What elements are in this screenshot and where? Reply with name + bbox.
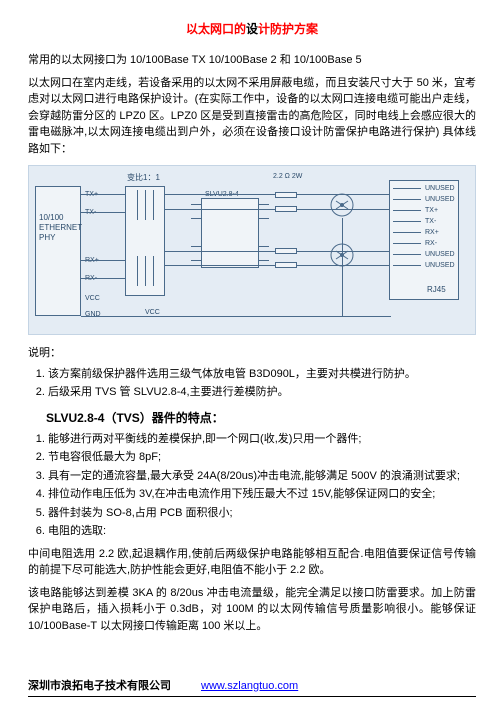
wire [393,254,421,255]
pin-rxp: RX+ [85,256,99,267]
wire [191,246,201,247]
wire [259,218,269,219]
wire [297,194,389,195]
explain-label: 说明： [28,345,476,362]
wire [191,204,201,205]
rj-rxm: RX- [425,239,437,250]
company-link[interactable]: www.szlangtuo.com [201,678,298,695]
wire [342,218,343,316]
wire [165,209,275,210]
title-part-1: 以太网口的 [186,22,246,36]
wire [81,260,125,261]
resistor [275,192,297,198]
wire [81,316,391,317]
rj-unused4: UNUSED [425,261,455,272]
wire [145,190,146,220]
rj-txm: TX- [425,217,436,228]
cap-spec-label: 2.2 Ω 2W [273,172,302,183]
wire [153,190,154,220]
wire [191,260,201,261]
slvu-label: SLVU2.8-4 [205,190,239,201]
wire [259,260,269,261]
wire [165,251,275,252]
wire [393,210,421,211]
rj-txp: TX+ [425,206,438,217]
wire [137,190,138,220]
wire [393,221,421,222]
pin-vcc: VCC [85,294,100,305]
wire [259,246,269,247]
tvs-item: 节电容很低最大为 8pF; [48,449,476,466]
vcc-label: VCC [145,308,160,319]
page-title: 以太网口的设计防护方案 [28,20,476,38]
pin-txm: TX- [85,208,96,219]
wire [153,256,154,286]
tvs-item: 能够进行两对平衡线的差模保护,即一个网口(收,发)只用一个器件; [48,431,476,448]
explain-item: 该方案前级保护器件选用三级气体放电管 B3D090L，主要对共模进行防护。 [48,366,476,383]
title-part-3: 计防护方案 [258,22,318,36]
rj-unused3: UNUSED [425,250,455,261]
phy-label-3: PHY [39,232,55,244]
wire [81,212,125,213]
wire [393,232,421,233]
rj-unused1: UNUSED [425,184,455,195]
wire [297,209,389,210]
resistor [275,262,297,268]
circuit-diagram: 10/100 ETHERNET PHY TX+ TX- RX+ RX- VCC … [28,165,476,335]
wire [81,194,125,195]
pin-txp: TX+ [85,190,98,201]
final-paragraph: 该电路能够达到差模 3KA 的 8/20us 冲击电流量级，能完全满足以接口防雷… [28,585,476,635]
tvs-item: 器件封装为 SO-8,占用 PCB 面积很小; [48,505,476,522]
wire [393,199,421,200]
explain-item: 后级采用 TVS 管 SLVU2.8-4,主要进行差模防护。 [48,384,476,401]
wire [297,265,389,266]
rj-rxp: RX+ [425,228,439,239]
wire [393,188,421,189]
pin-rxm: RX- [85,274,97,285]
company-name: 深圳市浪拓电子技术有限公司 [28,678,171,695]
page-footer: 深圳市浪拓电子技术有限公司 www.szlangtuo.com [28,678,476,698]
wire [393,243,421,244]
wire [259,204,269,205]
tvs-item: 排位动作电压低为 3V,在冲击电流作用下残压最大不过 15V,能够保证网口的安全… [48,486,476,503]
resistor [275,206,297,212]
resistor-paragraph: 中间电阻选用 2.2 欧,起退耦作用,使前后两级保护电路能够相互配合.电阻值要保… [28,546,476,579]
title-part-2: 设 [246,22,258,36]
tvs-title: SLVU2.8-4（TVS）器件的特点： [46,409,476,427]
wire [191,218,201,219]
phy-block [35,186,81,316]
wire [165,194,275,195]
wire [81,278,125,279]
wire [145,256,146,286]
gdt-icon [329,192,355,218]
main-paragraph: 以太网口在室内走线，若设备采用的以太网不采用屏蔽电缆，而且安装尺寸大于 50 米… [28,75,476,158]
rj45-label: RJ45 [427,284,446,296]
resistor [275,248,297,254]
tvs-list: 能够进行两对平衡线的差模保护,即一个网口(收,发)只用一个器件; 节电容很低最大… [28,431,476,540]
wire [297,251,389,252]
tvs-item: 电阻的选取: [48,523,476,540]
explain-list: 该方案前级保护器件选用三级气体放电管 B3D090L，主要对共模进行防护。 后级… [28,366,476,401]
tvs-item: 具有一定的通流容量,最大承受 24A(8/20us)冲击电流,能够满足 500V… [48,468,476,485]
intro-paragraph: 常用的以太网接口为 10/100Base TX 10/100Base 2 和 1… [28,52,476,69]
wire [393,265,421,266]
wire [165,265,275,266]
transformer-label: 变比1：1 [127,172,160,184]
rj-unused2: UNUSED [425,195,455,206]
wire [137,256,138,286]
